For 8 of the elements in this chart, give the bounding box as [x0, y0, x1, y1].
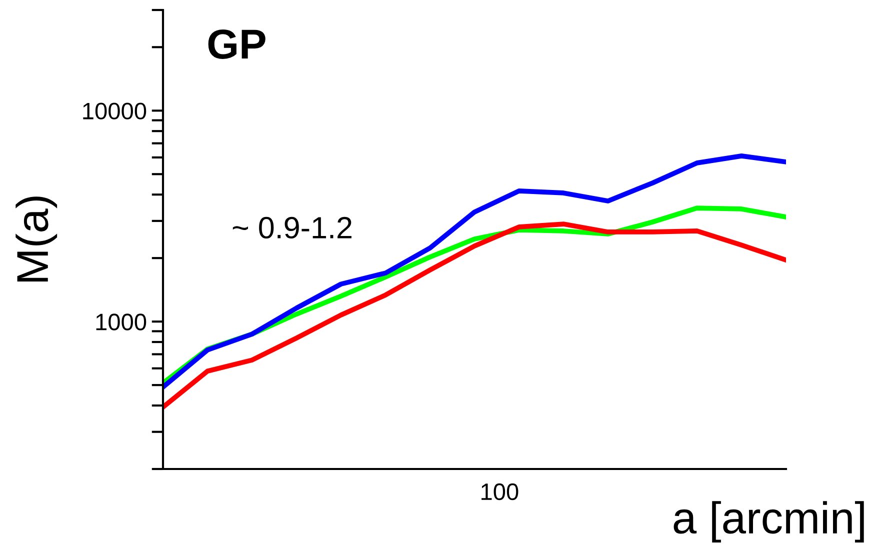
line-series: [163, 153, 786, 390]
annotation: ~ 0.9-1.2: [232, 216, 352, 239]
chart-title: GP: [208, 29, 266, 59]
y-tick-label: 10000: [83, 102, 146, 120]
y-tick-label: 1000: [96, 314, 146, 330]
y-axis-title: M(a): [16, 196, 58, 282]
text: 100: [482, 483, 518, 500]
x-axis-title: a [arcmin]: [674, 501, 864, 543]
